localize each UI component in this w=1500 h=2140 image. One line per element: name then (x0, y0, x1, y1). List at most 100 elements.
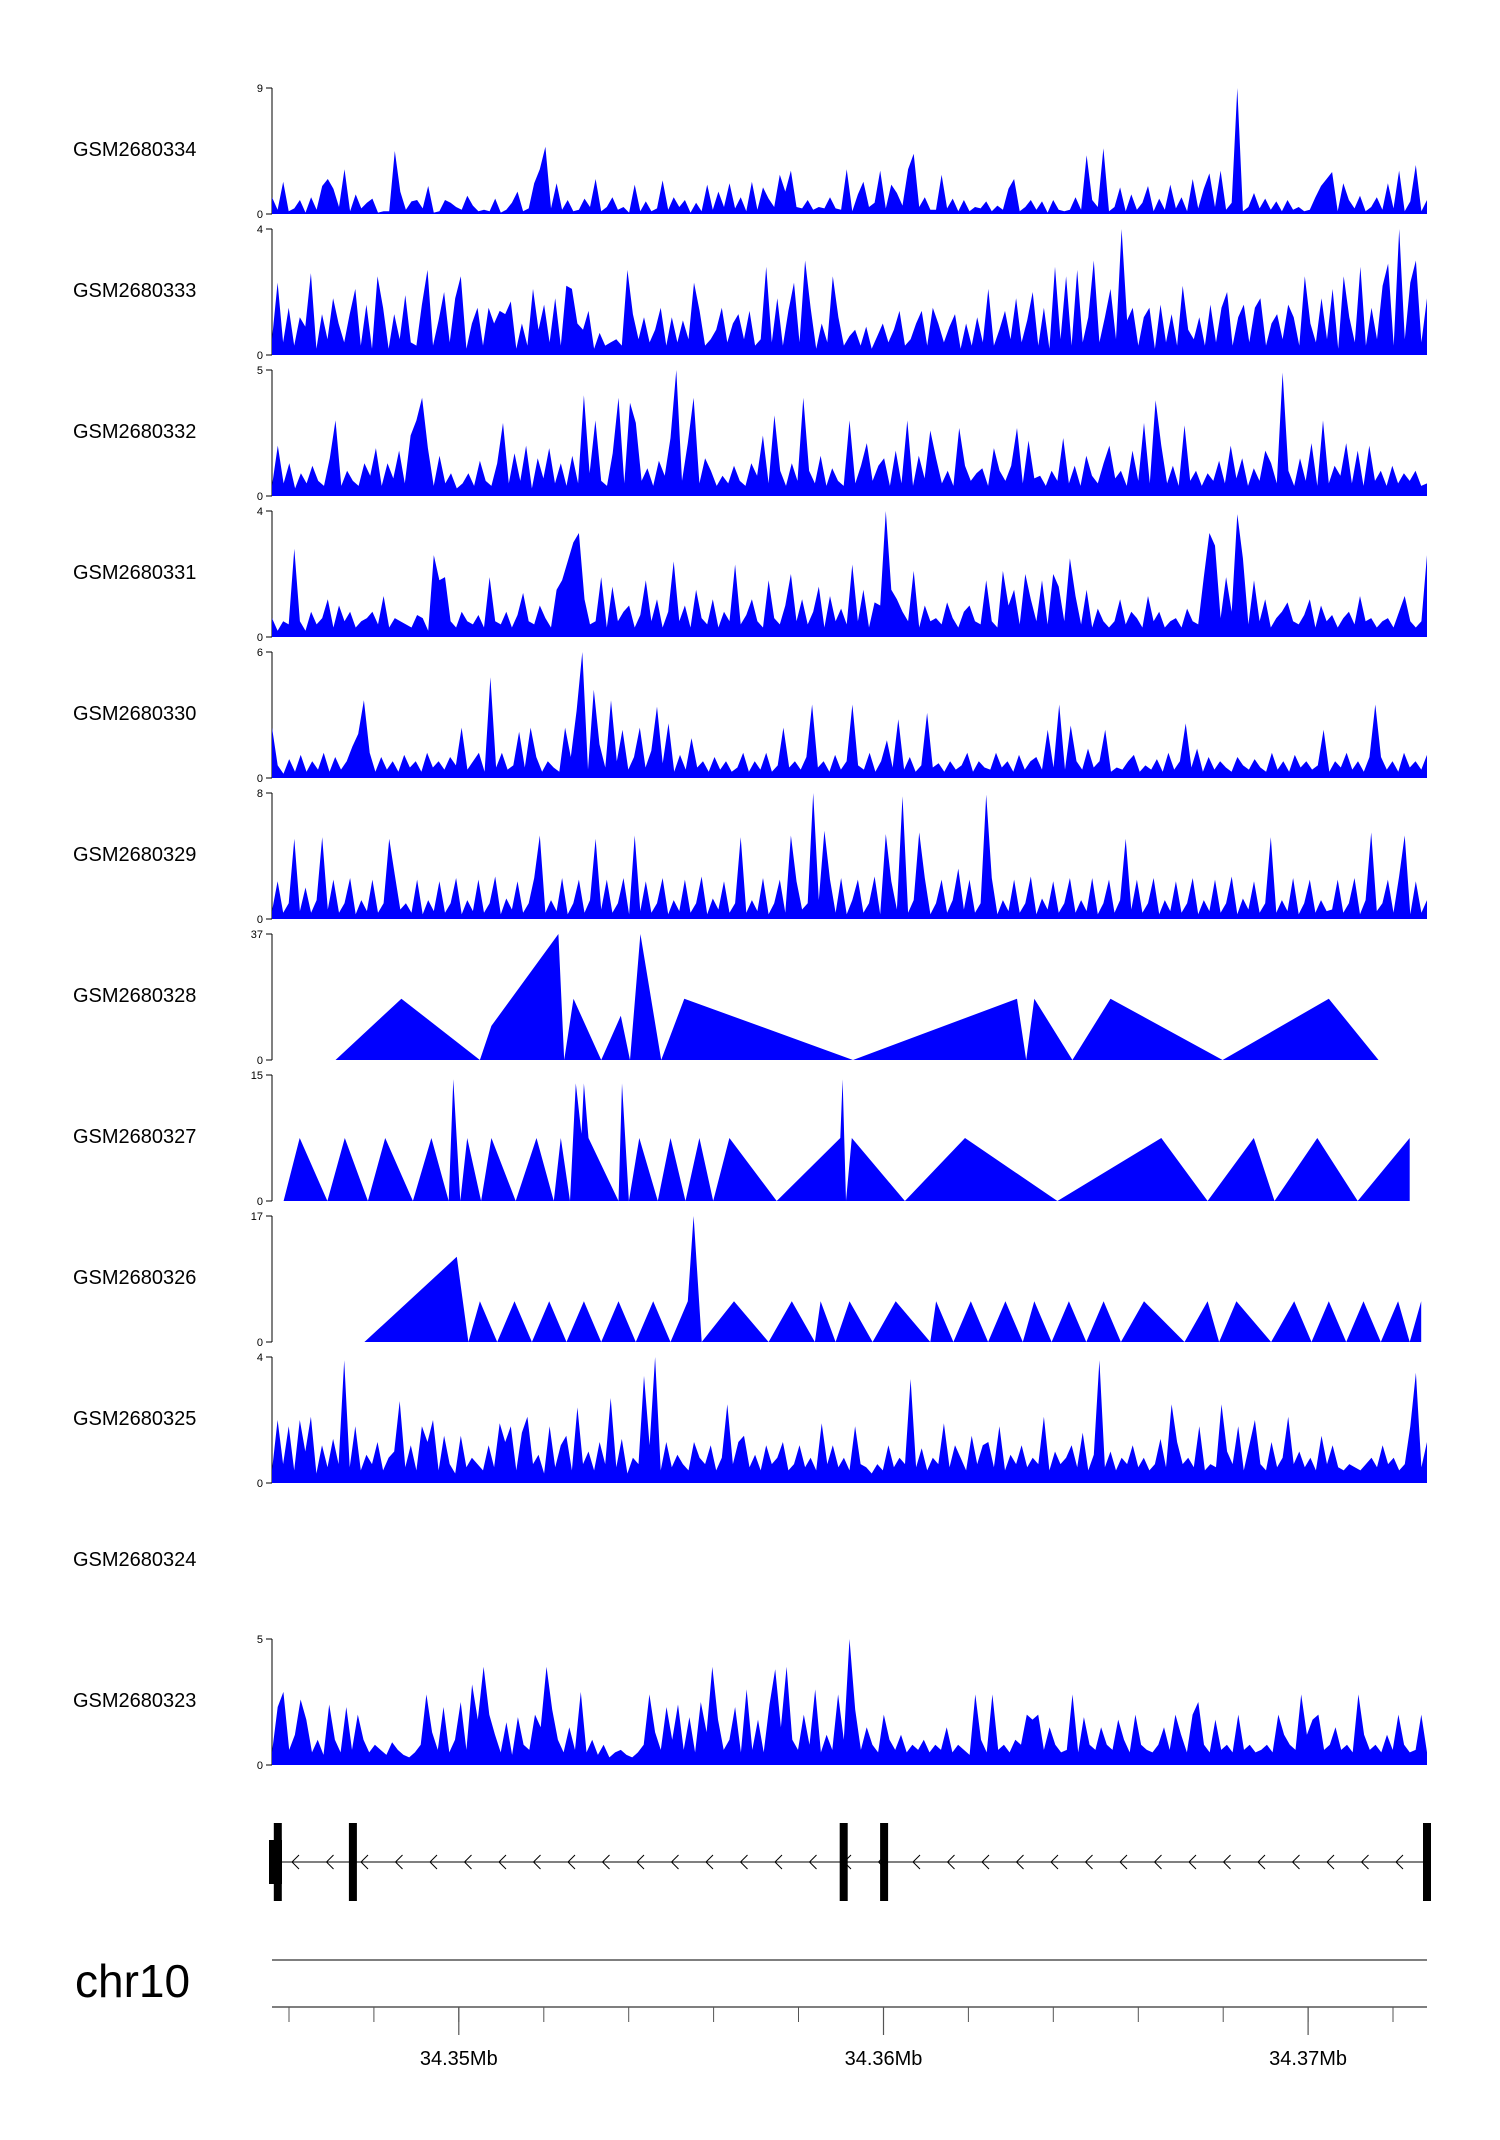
track-label: GSM2680331 (73, 562, 196, 584)
coverage-area (272, 229, 1427, 355)
coverage-area (272, 652, 1427, 778)
y-min-label: 0 (257, 350, 263, 362)
track-label: GSM2680333 (73, 280, 196, 302)
coverage-area (272, 1639, 1427, 1765)
gene-model-track (269, 1823, 1431, 1901)
track-GSM2680323: GSM2680323 5 0 (73, 1634, 1427, 1772)
coverage-area (364, 1216, 1422, 1342)
strand-arrow (808, 1854, 817, 1870)
coverage-area (272, 88, 1427, 214)
x-tick-label: 34.37Mb (1269, 2048, 1347, 2070)
strand-arrow (429, 1854, 438, 1870)
strand-arrow (739, 1854, 748, 1870)
y-max-label: 4 (257, 224, 263, 236)
track-label: GSM2680334 (73, 139, 196, 161)
track-GSM2680328: GSM2680328 37 0 (73, 929, 1379, 1067)
strand-arrow (1257, 1854, 1266, 1870)
strand-arrow (636, 1854, 645, 1870)
strand-arrow (601, 1854, 610, 1870)
strand-arrow (1084, 1854, 1093, 1870)
strand-arrow (1050, 1854, 1059, 1870)
strand-arrow (1395, 1854, 1404, 1870)
coverage-area (272, 1357, 1427, 1483)
track-label: GSM2680327 (73, 1126, 196, 1148)
exon-block (880, 1823, 889, 1901)
coverage-area (272, 370, 1427, 496)
y-max-label: 8 (257, 788, 263, 800)
strand-arrow (498, 1854, 507, 1870)
track-GSM2680331: GSM2680331 4 0 (73, 506, 1427, 644)
coverage-area (272, 793, 1427, 919)
y-min-label: 0 (257, 773, 263, 785)
y-max-label: 9 (257, 83, 263, 95)
strand-arrow (705, 1854, 714, 1870)
track-GSM2680327: GSM2680327 15 0 (73, 1070, 1410, 1208)
y-min-label: 0 (257, 491, 263, 503)
track-GSM2680324: GSM2680324 (73, 1549, 196, 1571)
strand-arrow (1188, 1854, 1197, 1870)
strand-arrow (1153, 1854, 1162, 1870)
strand-arrow (463, 1854, 472, 1870)
x-tick-label: 34.35Mb (420, 2048, 498, 2070)
exon-block (839, 1823, 848, 1901)
track-GSM2680326: GSM2680326 17 0 (73, 1211, 1422, 1349)
coverage-tracks: GSM268033490GSM268033340GSM268033250GSM2… (73, 83, 1427, 1772)
x-tick-label: 34.36Mb (845, 2048, 923, 2070)
strand-arrow (1119, 1854, 1128, 1870)
chromosome-label: chr10 (75, 1955, 190, 2007)
y-min-label: 0 (257, 914, 263, 926)
coverage-area (283, 1079, 1410, 1201)
track-label: GSM2680323 (73, 1690, 196, 1712)
track-label: GSM2680332 (73, 421, 196, 443)
track-GSM2680334: GSM2680334 9 0 (73, 83, 1427, 221)
strand-arrow (670, 1854, 679, 1870)
coverage-area (335, 934, 1379, 1060)
track-label: GSM2680324 (73, 1549, 196, 1571)
strand-arrow (946, 1854, 955, 1870)
y-max-label: 4 (257, 1352, 263, 1364)
y-min-label: 0 (257, 1760, 263, 1772)
strand-arrow (774, 1854, 783, 1870)
y-max-label: 6 (257, 647, 263, 659)
track-GSM2680330: GSM2680330 6 0 (73, 647, 1427, 785)
track-GSM2680325: GSM2680325 4 0 (73, 1352, 1427, 1490)
y-max-label: 17 (251, 1211, 263, 1223)
strand-arrow (325, 1854, 334, 1870)
track-label: GSM2680328 (73, 985, 196, 1007)
strand-arrow (1360, 1854, 1369, 1870)
strand-arrow (1326, 1854, 1335, 1870)
track-label: GSM2680326 (73, 1267, 196, 1289)
genome-axis: chr10 34.35Mb 34.36Mb 34.37Mb (75, 1955, 1427, 2070)
track-GSM2680333: GSM2680333 4 0 (73, 224, 1427, 362)
y-max-label: 4 (257, 506, 263, 518)
track-GSM2680332: GSM2680332 5 0 (73, 365, 1427, 503)
y-max-label: 37 (251, 929, 263, 941)
y-max-label: 15 (251, 1070, 263, 1082)
y-min-label: 0 (257, 1478, 263, 1490)
y-min-label: 0 (257, 1337, 263, 1349)
strand-arrow (532, 1854, 541, 1870)
strand-arrow (360, 1854, 369, 1870)
y-max-label: 5 (257, 1634, 263, 1646)
strand-arrow (1291, 1854, 1300, 1870)
track-label: GSM2680329 (73, 844, 196, 866)
exon-block (273, 1823, 282, 1901)
coverage-area (272, 511, 1427, 637)
strand-arrow (1222, 1854, 1231, 1870)
strand-arrow (394, 1854, 403, 1870)
track-GSM2680329: GSM2680329 8 0 (73, 788, 1427, 926)
exon-block (348, 1823, 357, 1901)
track-label: GSM2680330 (73, 703, 196, 725)
strand-arrow (981, 1854, 990, 1870)
y-min-label: 0 (257, 632, 263, 644)
strand-arrow (1015, 1854, 1024, 1870)
y-min-label: 0 (257, 209, 263, 221)
y-min-label: 0 (257, 1055, 263, 1067)
y-max-label: 5 (257, 365, 263, 377)
strand-arrow (291, 1854, 300, 1870)
track-label: GSM2680325 (73, 1408, 196, 1430)
strand-arrow (912, 1854, 921, 1870)
strand-arrow (567, 1854, 576, 1870)
y-min-label: 0 (257, 1196, 263, 1208)
